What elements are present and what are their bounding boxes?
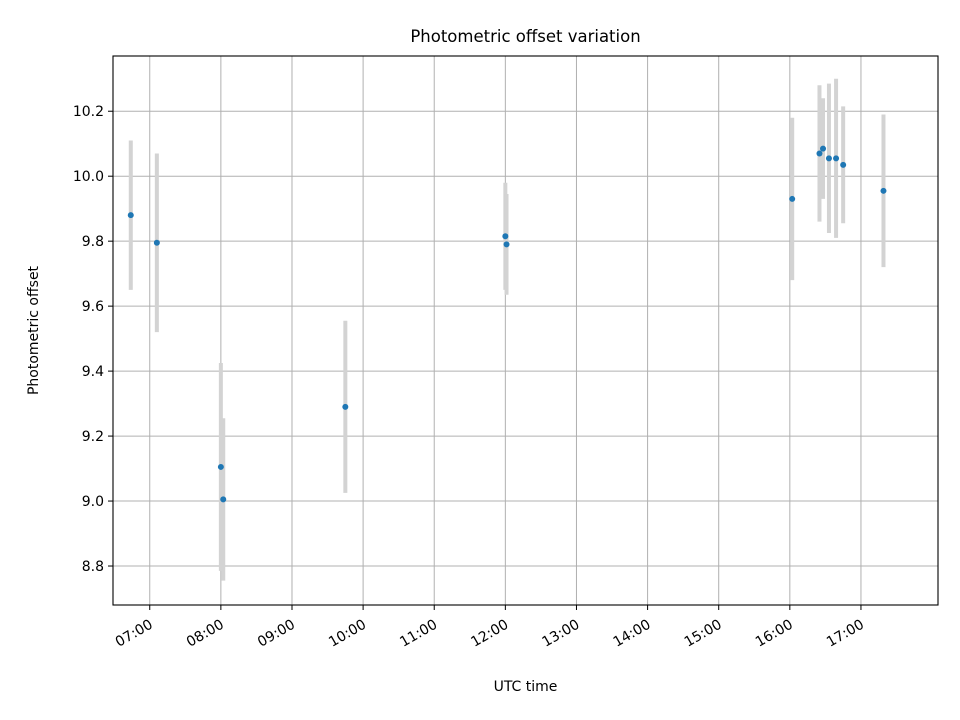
chart-title: Photometric offset variation: [410, 27, 640, 46]
data-point: [503, 241, 510, 248]
data-point: [217, 463, 224, 470]
y-tick-label: 9.0: [82, 494, 104, 510]
data-points: [127, 145, 887, 503]
data-point: [342, 403, 349, 410]
grid-lines: [113, 56, 938, 605]
plot-frame: [112, 55, 939, 606]
data-point: [127, 212, 134, 219]
y-tick-label: 10.0: [73, 169, 104, 185]
data-point: [816, 150, 823, 157]
y-tick-label: 9.8: [82, 234, 104, 250]
y-tick-label: 8.8: [82, 559, 104, 575]
data-point: [502, 233, 509, 240]
y-tick-label: 10.2: [73, 104, 104, 120]
y-tick-label: 9.4: [82, 364, 104, 380]
data-point: [220, 496, 227, 503]
y-tick-label: 9.6: [82, 299, 104, 315]
x-axis-label: UTC time: [494, 679, 558, 695]
data-point: [880, 187, 887, 194]
data-point: [820, 145, 827, 152]
y-axis-label: Photometric offset: [26, 265, 42, 395]
data-point: [833, 155, 840, 162]
data-point: [789, 195, 796, 202]
data-point: [825, 155, 832, 162]
data-point: [153, 239, 160, 246]
data-point: [840, 161, 847, 168]
y-tick-label: 9.2: [82, 429, 104, 445]
